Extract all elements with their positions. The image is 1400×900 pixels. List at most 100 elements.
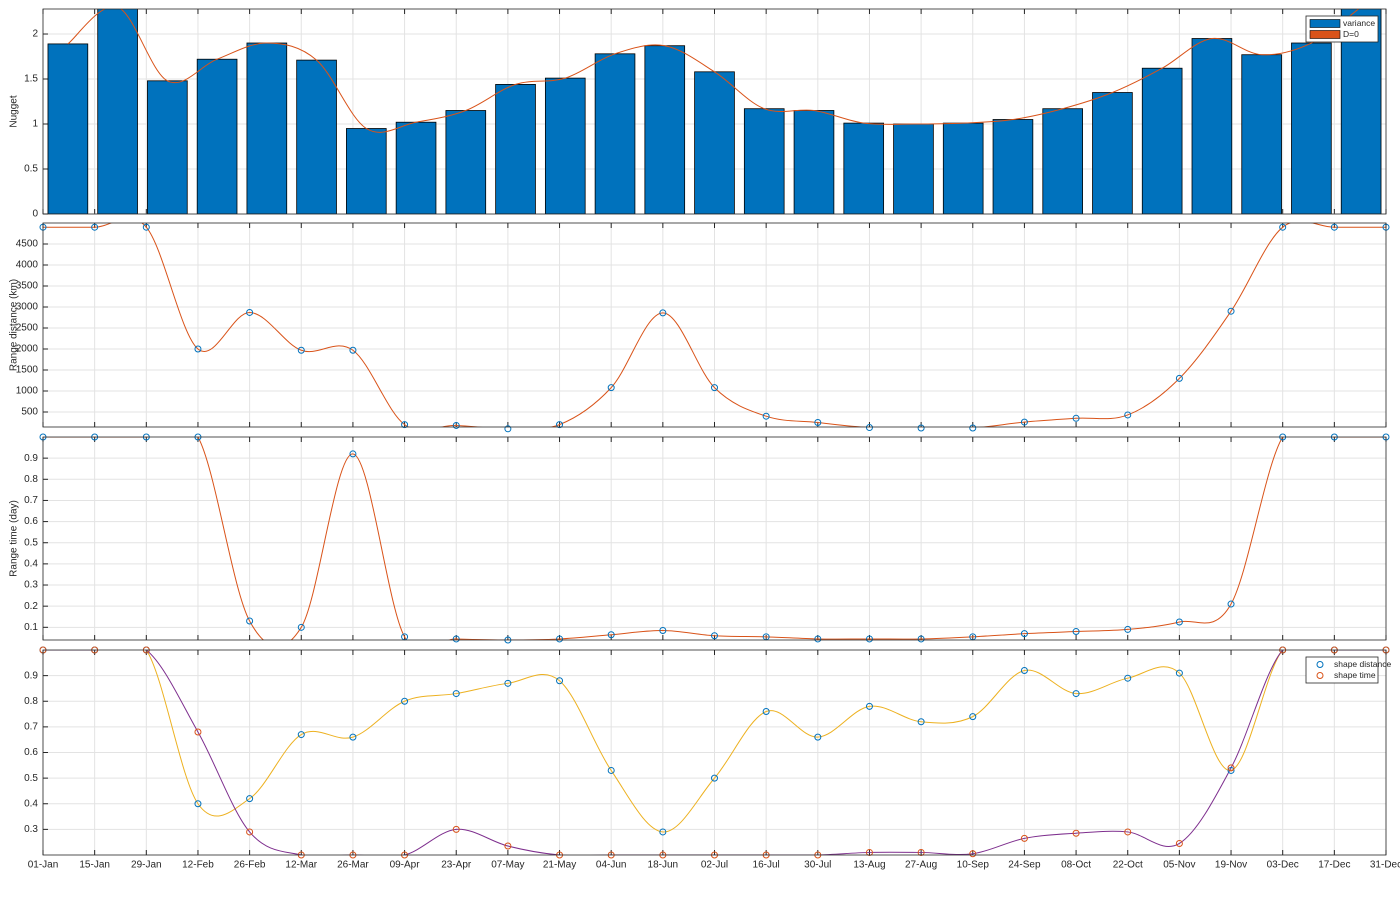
marker xyxy=(1020,834,1028,842)
bar xyxy=(942,122,984,214)
marker xyxy=(762,412,770,420)
line xyxy=(43,223,1386,427)
marker xyxy=(1175,839,1183,847)
x-tick-label: 26-Feb xyxy=(234,860,266,871)
marker xyxy=(1124,674,1132,682)
marker xyxy=(1227,764,1235,772)
marker xyxy=(452,635,460,643)
bar xyxy=(196,58,238,214)
y-tick-label: 0.9 xyxy=(24,453,38,464)
y-tick-label: 0.3 xyxy=(24,824,38,835)
y-axis-label: Nugget xyxy=(9,95,20,127)
x-tick-label: 22-Oct xyxy=(1113,860,1143,871)
legend-label: shape time xyxy=(1334,670,1376,680)
x-tick-label: 03-Dec xyxy=(1267,860,1299,871)
marker xyxy=(711,384,718,392)
x-tick-label: 24-Sep xyxy=(1008,860,1041,871)
marker xyxy=(814,419,822,427)
marker xyxy=(297,623,305,631)
y-tick-label: 1.5 xyxy=(24,74,38,85)
marker xyxy=(1072,690,1080,698)
bar xyxy=(644,45,686,214)
marker xyxy=(452,421,460,429)
y-tick-label: 0.8 xyxy=(24,474,38,485)
marker xyxy=(1072,829,1080,837)
marker xyxy=(401,421,409,429)
marker xyxy=(504,842,512,850)
x-tick-label: 13-Aug xyxy=(853,860,885,871)
x-tick-label: 27-Aug xyxy=(905,860,937,871)
bar xyxy=(1042,108,1083,214)
marker xyxy=(246,308,254,316)
marker xyxy=(1020,630,1028,638)
x-tick-label: 18-Jun xyxy=(648,860,679,871)
x-tick-label: 16-Jul xyxy=(753,860,780,871)
bar xyxy=(495,84,536,214)
plot-border xyxy=(42,649,1387,856)
marker xyxy=(1227,600,1235,608)
x-tick-label: 31-Dec xyxy=(1370,860,1400,871)
marker xyxy=(452,825,460,833)
marker xyxy=(865,424,873,432)
legend-swatch xyxy=(1309,30,1341,39)
marker xyxy=(194,800,202,808)
y-tick-label: 0.4 xyxy=(24,798,38,809)
bar xyxy=(843,122,885,214)
bar xyxy=(346,128,387,214)
y-tick-label: 3000 xyxy=(16,302,39,313)
marker xyxy=(607,766,615,774)
bar xyxy=(594,53,636,214)
y-tick-label: 2 xyxy=(32,29,38,40)
marker xyxy=(814,733,822,741)
bar xyxy=(1241,54,1282,214)
bar xyxy=(1092,92,1133,214)
x-tick-label: 02-Jul xyxy=(701,860,728,871)
marker xyxy=(297,731,305,739)
bar xyxy=(147,80,188,214)
y-tick-label: 4500 xyxy=(16,239,39,250)
marker xyxy=(865,848,873,856)
marker xyxy=(1020,667,1028,674)
marker xyxy=(91,223,99,231)
marker xyxy=(969,424,977,432)
bar xyxy=(1191,38,1233,214)
marker xyxy=(969,713,977,721)
bar xyxy=(47,43,89,214)
marker xyxy=(659,309,667,317)
y-tick-label: 0.9 xyxy=(24,670,38,681)
marker xyxy=(865,702,873,710)
x-tick-label: 21-May xyxy=(543,860,576,871)
y-tick-label: 0.1 xyxy=(24,622,38,633)
x-tick-label: 04-Jun xyxy=(596,860,627,871)
y-tick-label: 500 xyxy=(21,407,38,418)
x-tick-label: 26-Mar xyxy=(337,860,369,871)
x-tick-label: 19-Nov xyxy=(1215,860,1247,871)
x-tick-label: 09-Apr xyxy=(390,860,421,871)
y-axis-label: Range distance (km) xyxy=(9,279,20,371)
y-tick-label: 1500 xyxy=(16,365,39,376)
marker xyxy=(246,617,254,625)
y-tick-label: 2500 xyxy=(16,323,39,334)
marker xyxy=(711,774,718,782)
y-tick-label: 0.2 xyxy=(24,601,38,612)
y-tick-label: 2000 xyxy=(16,344,39,355)
marker xyxy=(1072,414,1080,422)
plot-border xyxy=(42,436,1387,641)
legend-label: D=0 xyxy=(1343,29,1359,39)
x-tick-label: 07-May xyxy=(491,860,524,871)
marker xyxy=(607,631,615,639)
bar xyxy=(1340,9,1382,214)
marker xyxy=(556,635,564,643)
bar xyxy=(296,59,337,214)
line xyxy=(43,650,1386,833)
marker xyxy=(297,346,305,354)
y-tick-label: 0 xyxy=(32,209,38,220)
y-tick-label: 0.7 xyxy=(24,495,38,506)
x-tick-label: 23-Apr xyxy=(441,860,472,871)
marker xyxy=(1175,374,1183,382)
bar xyxy=(992,119,1034,214)
y-tick-label: 3500 xyxy=(16,281,39,292)
bar xyxy=(694,71,735,214)
line xyxy=(67,9,1360,133)
